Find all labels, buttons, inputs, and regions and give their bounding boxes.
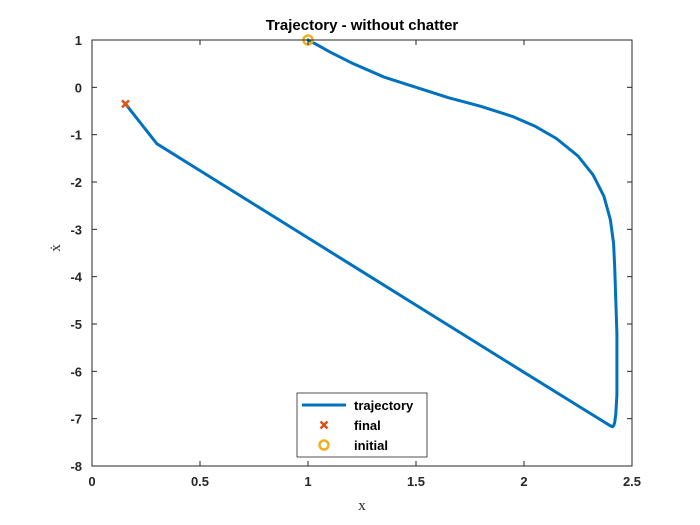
legend-circle-symbol <box>318 439 330 451</box>
x-tick-label: 0 <box>88 474 95 489</box>
x-tick-label: 2.5 <box>623 474 641 489</box>
trajectory-line <box>124 38 619 429</box>
legend-item-trajectory: trajectory <box>302 398 414 413</box>
y-tick-label: -4 <box>70 270 82 285</box>
legend-label: trajectory <box>354 398 414 413</box>
legend-item-final: final <box>319 418 381 433</box>
y-tick-label: -5 <box>70 317 82 332</box>
axes-box <box>91 39 633 467</box>
y-tick-label: 1 <box>75 33 82 48</box>
legend-items: trajectory final initial <box>302 398 414 453</box>
final-marker <box>121 99 130 109</box>
series-layer <box>124 38 619 429</box>
x-tick-label: 2 <box>520 474 527 489</box>
y-tick-label: -3 <box>70 222 82 237</box>
x-tick-label: 1.5 <box>407 474 425 489</box>
y-tick-label: -6 <box>70 364 82 379</box>
x-tick-label: 1 <box>304 474 311 489</box>
y-tick-label: -8 <box>70 459 82 474</box>
legend: trajectory final initial <box>296 392 428 458</box>
legend-label: initial <box>354 438 388 453</box>
y-axis-label: ẋ <box>48 244 64 252</box>
x-ticks: 0 0.5 1 1.5 2 2.5 <box>88 40 641 489</box>
y-tick-label: -1 <box>70 128 82 143</box>
legend-x-symbol <box>319 420 329 430</box>
x-tick-label: 0.5 <box>191 474 209 489</box>
legend-label: final <box>354 418 381 433</box>
x-axis-label: x <box>358 498 366 514</box>
y-tick-label: -2 <box>70 175 82 190</box>
y-tick-label: 0 <box>75 80 82 95</box>
chart-title: Trajectory - without chatter <box>266 17 459 34</box>
y-tick-label: -7 <box>70 412 82 427</box>
y-ticks: 1 0 -1 -2 -3 -4 -5 -6 -7 -8 <box>70 33 632 474</box>
legend-item-initial: initial <box>318 438 388 453</box>
